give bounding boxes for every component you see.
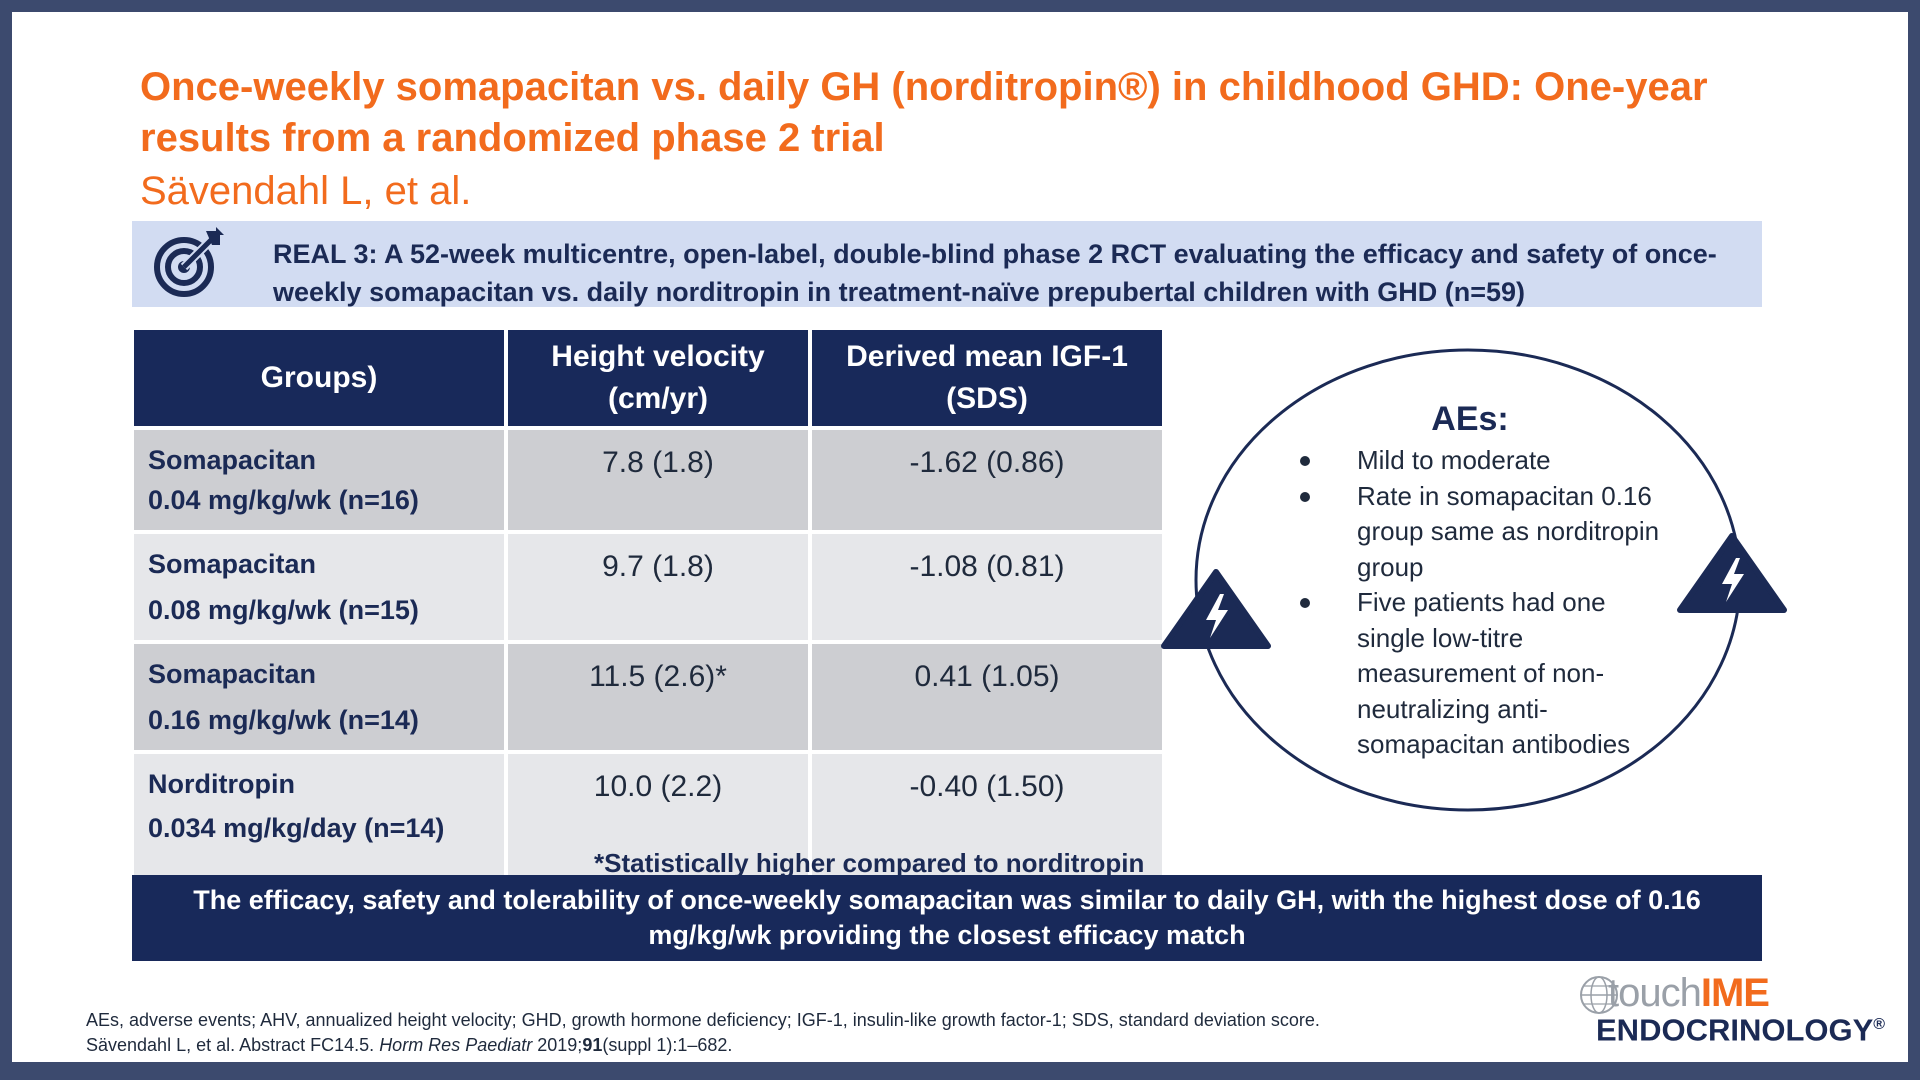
logo-touch: touch: [1608, 971, 1702, 1015]
group-dose: 0.08 mg/kg/wk (n=15): [148, 595, 419, 625]
table-footnote: *Statistically higher compared to nordit…: [594, 848, 1145, 878]
header-groups: Groups): [134, 330, 504, 426]
height-velocity-value: 9.7 (1.8): [508, 534, 808, 640]
logo-wordmark: touchIME: [1608, 971, 1770, 1015]
reference: Sävendahl L, et al. Abstract FC14.5. Hor…: [86, 1033, 1546, 1058]
group-name: Somapacitan: [148, 549, 317, 579]
table-row: Norditropin 0.034 mg/kg/day (n=14) 10.0 …: [134, 754, 1162, 884]
study-summary-box: REAL 3: A 52-week multicentre, open-labe…: [132, 221, 1762, 307]
table-row: Somapacitan 0.04 mg/kg/wk (n=16) 7.8 (1.…: [134, 430, 1162, 530]
height-velocity-value: 10.0 (2.2): [508, 754, 808, 884]
warning-icon: [1161, 569, 1271, 649]
igf1-value: 0.41 (1.05): [812, 644, 1162, 750]
reference-journal: Horm Res Paediatr: [379, 1035, 533, 1055]
warning-icon: [1677, 533, 1787, 613]
header-igf1: Derived mean IGF-1 (SDS): [812, 330, 1162, 426]
height-velocity-value: 11.5 (2.6)*: [508, 644, 808, 750]
footer-notes: AEs, adverse events; AHV, annualized hei…: [86, 1008, 1546, 1058]
group-name: Somapacitan: [148, 659, 317, 689]
table-row: Somapacitan 0.16 mg/kg/wk (n=14) 11.5 (2…: [134, 644, 1162, 750]
list-item: Rate in somapacitan 0.16 group same as n…: [1300, 479, 1660, 586]
globe-icon: [1580, 976, 1618, 1014]
conclusion-text: The efficacy, safety and tolerability of…: [193, 885, 1701, 950]
group-name: Norditropin: [148, 769, 295, 799]
slide-authors: Sävendahl L, et al.: [140, 169, 472, 213]
reference-year: 2019;: [537, 1035, 583, 1055]
table-row: Somapacitan 0.08 mg/kg/wk (n=15) 9.7 (1.…: [134, 534, 1162, 640]
reference-volume: 91: [582, 1035, 603, 1055]
aes-list: Mild to moderate Rate in somapacitan 0.1…: [1300, 443, 1660, 763]
group-cell: Norditropin 0.034 mg/kg/day (n=14): [134, 754, 504, 884]
group-name: Somapacitan: [148, 445, 317, 475]
abbreviations: AEs, adverse events; AHV, annualized hei…: [86, 1010, 1320, 1030]
target-icon: [154, 227, 224, 297]
conclusion-banner: The efficacy, safety and tolerability of…: [132, 875, 1762, 961]
logo-specialty: ENDOCRINOLOGY®: [1596, 1008, 1885, 1047]
igf1-value: -1.62 (0.86): [812, 430, 1162, 530]
group-dose: 0.16 mg/kg/wk (n=14): [148, 705, 419, 735]
study-description: REAL 3: A 52-week multicentre, open-labe…: [273, 239, 1717, 307]
igf1-value: -1.08 (0.81): [812, 534, 1162, 640]
touchime-logo: touchIME ENDOCRINOLOGY®: [1568, 971, 1898, 1047]
list-item: Five patients had one single low-titre m…: [1300, 585, 1660, 763]
header-height-velocity: Height velocity (cm/yr): [508, 330, 808, 426]
group-dose: 0.04 mg/kg/wk (n=16): [148, 485, 419, 515]
aes-panel: [1161, 348, 1787, 812]
logo-ime: IME: [1700, 971, 1770, 1015]
logo-registered-mark: ®: [1873, 1016, 1886, 1033]
group-cell: Somapacitan 0.08 mg/kg/wk (n=15): [134, 534, 504, 640]
reference-prefix: Sävendahl L, et al. Abstract FC14.5.: [86, 1035, 375, 1055]
height-velocity-value: 7.8 (1.8): [508, 430, 808, 530]
igf1-value: -0.40 (1.50): [812, 754, 1162, 884]
table-header-row: Groups) Height velocity (cm/yr) Derived …: [134, 330, 1162, 426]
group-cell: Somapacitan 0.04 mg/kg/wk (n=16): [134, 430, 504, 530]
results-table: Groups) Height velocity (cm/yr) Derived …: [130, 326, 1166, 888]
slide-title: Once-weekly somapacitan vs. daily GH (no…: [140, 65, 1708, 160]
group-dose: 0.034 mg/kg/day (n=14): [148, 813, 445, 843]
list-item: Mild to moderate: [1300, 443, 1660, 479]
logo-specialty-text: ENDOCRINOLOGY: [1596, 1012, 1874, 1048]
reference-suffix: (suppl 1):1–682.: [602, 1035, 733, 1055]
group-cell: Somapacitan 0.16 mg/kg/wk (n=14): [134, 644, 504, 750]
aes-title: AEs:: [1431, 400, 1509, 438]
